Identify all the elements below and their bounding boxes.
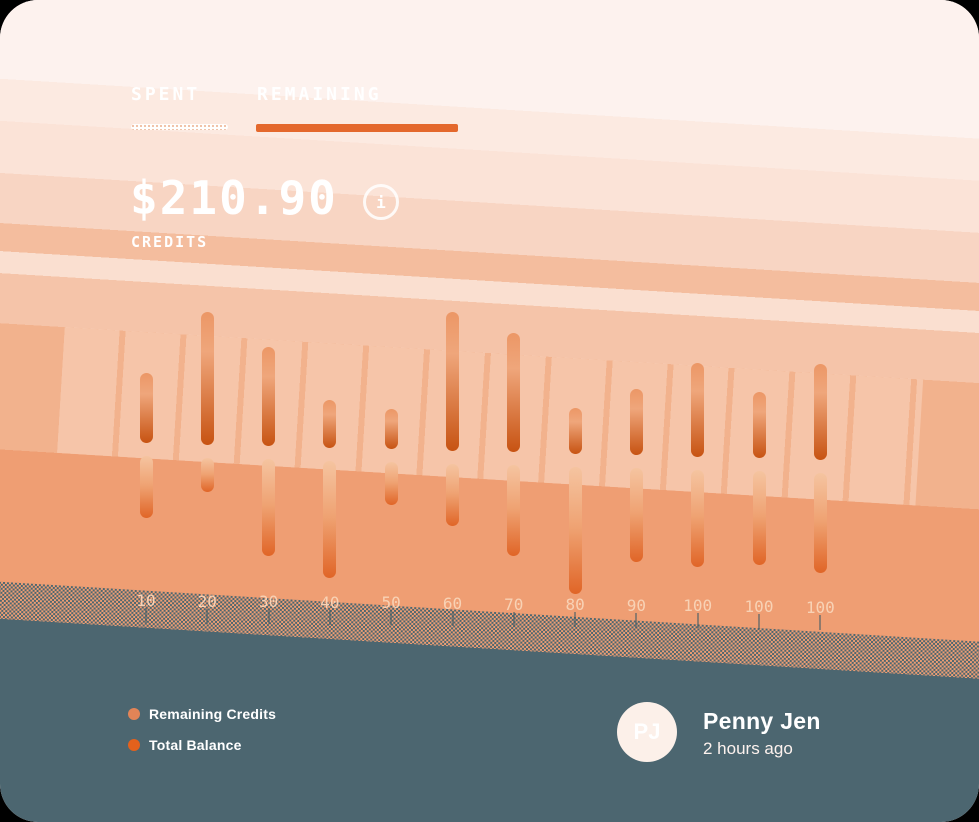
bar-total-20 [200,457,214,492]
x-axis-tick [451,611,454,626]
user-name: Penny Jen [703,708,821,734]
legend-label-total: Total Balance [149,737,242,753]
legend-item-remaining: Remaining Credits [128,706,276,722]
x-axis-label: 90 [626,595,647,615]
x-axis-label: 100 [683,596,713,616]
bar-remaining-40 [323,399,337,448]
info-icon[interactable]: i [363,184,399,220]
x-axis-tick [635,612,638,628]
legend-item-total: Total Balance [128,737,242,753]
tab-spent-underline [131,124,228,130]
bar-total-30 [262,459,276,556]
x-axis-tick [206,608,209,624]
bar-remaining-50 [384,409,398,449]
bar-remaining-60 [446,311,459,451]
x-axis-label: 100 [744,597,774,616]
x-axis-tick [512,611,515,627]
tab-remaining-underline [256,124,458,132]
bar-total-100 [752,471,766,565]
bar-remaining-90 [629,389,643,455]
legend-label-remaining: Remaining Credits [149,706,277,722]
remaining-credits-dot-icon [128,708,140,720]
bar-total-10 [139,456,153,518]
bar-total-100 [813,472,827,573]
bar-remaining-20 [200,311,214,445]
tab-spent[interactable]: SPENT [131,84,201,105]
balance-amount: $210.90 [130,171,338,225]
x-axis-tick [574,612,577,628]
x-axis-label: 70 [504,594,524,614]
bar-remaining-30 [262,347,276,446]
x-axis-tick [696,613,699,629]
balance-currency-label: CREDITS [131,233,209,251]
bar-total-60 [446,463,459,526]
chart: 10 20 30 40 50 60 70 80 90 100 100 100 [136,311,835,630]
user-timestamp: 2 hours ago [703,739,793,758]
bar-remaining-100 [691,362,705,457]
x-axis-label: 40 [320,592,340,612]
x-axis-label: 60 [442,594,463,613]
x-axis-tick [390,610,393,626]
bar-total-40 [323,460,337,578]
x-axis-tick [758,614,760,629]
tab-remaining[interactable]: REMAINING [257,84,382,105]
x-axis-label: 10 [136,591,156,610]
x-axis-label: 80 [565,595,585,615]
x-axis-tick [328,609,331,625]
x-axis-tick [267,609,270,625]
x-axis-tick [819,614,822,630]
bar-total-50 [384,462,398,505]
bar-total-70 [507,465,521,556]
total-balance-dot-icon [128,739,140,751]
x-axis-tick [145,608,147,623]
bar-remaining-70 [507,333,521,452]
bar-remaining-100 [752,392,766,458]
x-axis-label: 20 [197,591,217,611]
x-axis-label: 30 [258,592,279,612]
bar-total-90 [629,468,643,562]
x-axis-label: 50 [381,593,401,613]
x-axis-label: 100 [805,597,835,617]
bar-total-100 [691,469,705,567]
bar-total-80 [568,466,582,594]
avatar[interactable]: PJ [617,702,677,762]
bar-remaining-100 [813,363,827,460]
bar-remaining-80 [568,407,582,454]
bar-remaining-10 [139,373,153,443]
